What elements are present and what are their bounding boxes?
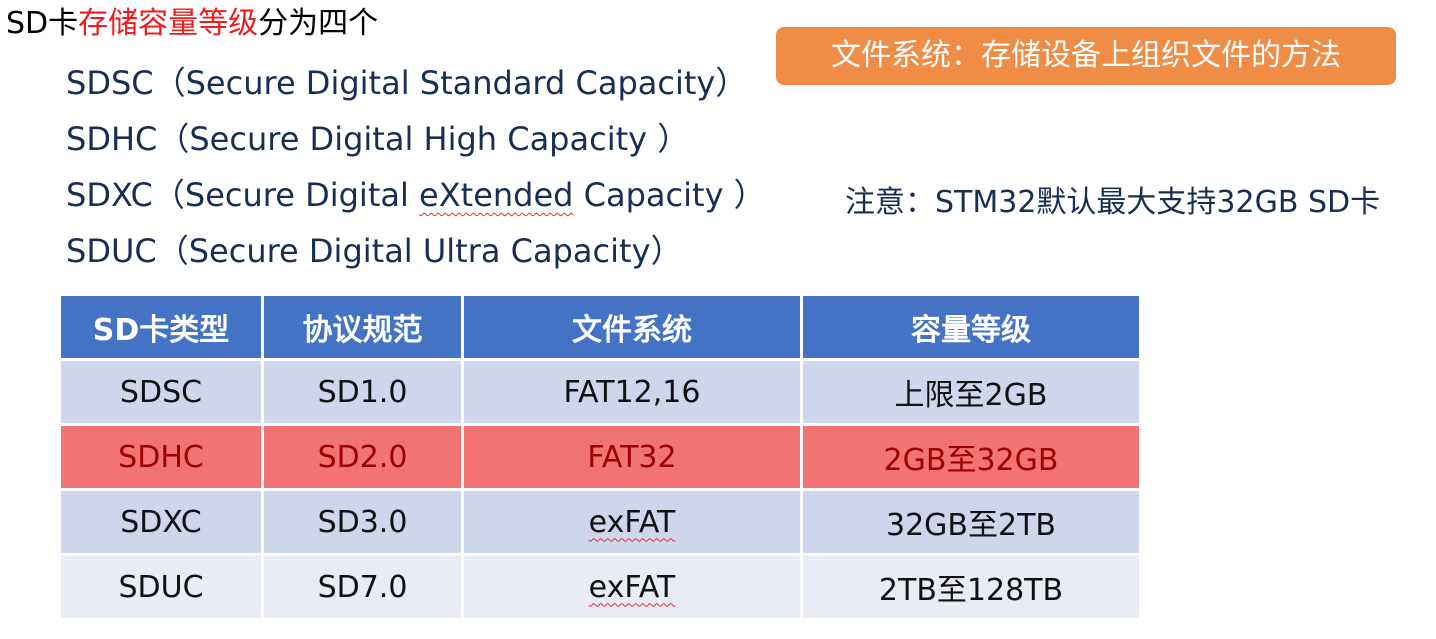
title-prefix: SD卡 [6, 6, 79, 41]
header-card-type: SD卡类型 [58, 293, 264, 361]
table-row: SDSC SD1.0 FAT12,16 上限至2GB [58, 358, 1142, 426]
table-row: SDXC SD3.0 exFAT 32GB至2TB [58, 488, 1142, 556]
sd-card-table: SD卡类型 协议规范 文件系统 容量等级 SDSC SD1.0 FAT12,16… [58, 293, 1142, 621]
cell-card-type: SDSC [58, 358, 264, 426]
table-header-row: SD卡类型 协议规范 文件系统 容量等级 [58, 293, 1142, 361]
stm32-note: 注意：STM32默认最大支持32GB SD卡 [845, 185, 1381, 220]
cell-card-type: SDUC [58, 553, 264, 621]
cell-file-system: FAT12,16 [461, 358, 803, 426]
header-protocol: 协议规范 [261, 293, 464, 361]
spellcheck-marked-word: exFAT [588, 504, 676, 540]
cell-card-type: SDHC [58, 423, 264, 491]
type-item-sdsc: SDSC（Secure Digital Standard Capacity） [66, 55, 766, 111]
type-desc: （Secure Digital Standard Capacity） [153, 64, 748, 102]
type-name: SDUC [66, 232, 157, 270]
type-name: SDXC [66, 176, 153, 214]
cell-capacity: 2TB至128TB [800, 553, 1142, 621]
cell-file-system: FAT32 [461, 423, 803, 491]
cell-protocol: SD3.0 [261, 488, 464, 556]
spellcheck-marked-word: exFAT [588, 569, 676, 605]
cell-file-system: exFAT [461, 553, 803, 621]
title-highlight: 存储容量等级 [78, 6, 259, 41]
cell-protocol: SD2.0 [261, 423, 464, 491]
header-capacity: 容量等级 [800, 293, 1142, 361]
type-name: SDSC [66, 64, 154, 102]
type-item-sduc: SDUC（Secure Digital Ultra Capacity） [66, 223, 766, 279]
table-row-highlighted: SDHC SD2.0 FAT32 2GB至32GB [58, 423, 1142, 491]
cell-capacity: 32GB至2TB [800, 488, 1142, 556]
table-row: SDUC SD7.0 exFAT 2TB至128TB [58, 553, 1142, 621]
title-suffix: 分为四个 [258, 6, 379, 41]
type-desc: （Secure Digital [152, 176, 420, 214]
cell-file-system: exFAT [461, 488, 803, 556]
type-desc-tail: Capacity ） [573, 176, 766, 214]
sd-type-list: SDSC（Secure Digital Standard Capacity） S… [66, 55, 766, 279]
cell-capacity: 2GB至32GB [800, 423, 1142, 491]
type-item-sdxc: SDXC（Secure Digital eXtended Capacity ） [66, 167, 766, 223]
spellcheck-marked-word: eXtended [419, 176, 574, 214]
type-desc: （Secure Digital Ultra Capacity） [156, 232, 683, 270]
type-name: SDHC [66, 120, 158, 158]
type-item-sdhc: SDHC（Secure Digital High Capacity ） [66, 111, 766, 167]
cell-capacity: 上限至2GB [800, 358, 1142, 426]
header-file-system: 文件系统 [461, 293, 803, 361]
type-desc: （Secure Digital High Capacity ） [157, 120, 690, 158]
slide-title: SD卡存储容量等级分为四个 [6, 4, 378, 44]
cell-protocol: SD1.0 [261, 358, 464, 426]
cell-protocol: SD7.0 [261, 553, 464, 621]
file-system-definition-badge: 文件系统：存储设备上组织文件的方法 [776, 27, 1396, 85]
cell-card-type: SDXC [58, 488, 264, 556]
